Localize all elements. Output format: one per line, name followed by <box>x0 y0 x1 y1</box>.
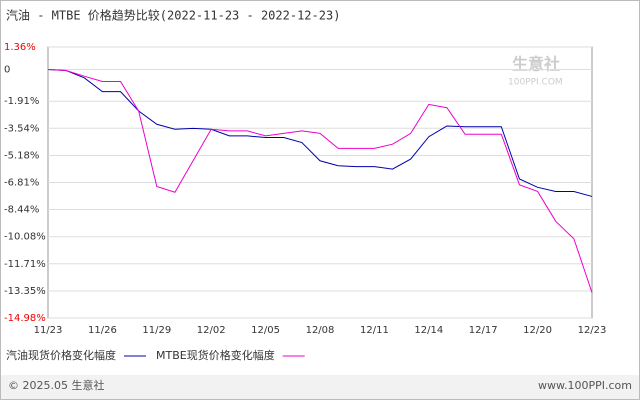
footer-left: © 2025.05 生意社 <box>8 378 104 392</box>
x-tick-label: 12/17 <box>469 325 498 336</box>
y-tick-label: -13.35% <box>4 286 46 297</box>
y-tick-label: -3.54% <box>4 123 39 134</box>
x-tick-label: 12/08 <box>306 325 335 336</box>
x-tick-label: 12/02 <box>197 325 226 336</box>
x-tick-label: 11/23 <box>34 325 63 336</box>
x-tick-label: 12/20 <box>523 325 552 336</box>
y-tick-label: -8.44% <box>4 205 39 216</box>
x-tick-label: 12/11 <box>360 325 389 336</box>
y-tick-label: -14.98% <box>4 313 46 324</box>
x-tick-label: 11/29 <box>142 325 171 336</box>
y-tick-label: -10.08% <box>4 232 46 243</box>
x-tick-label: 12/05 <box>251 325 280 336</box>
legend-label: MTBE现货价格变化幅度 <box>156 348 275 362</box>
watermark: 生意社 <box>512 55 560 74</box>
legend-label: 汽油现货价格变化幅度 <box>6 348 116 362</box>
watermark: 100PPI.COM <box>508 78 563 88</box>
y-tick-label: -11.71% <box>4 259 46 270</box>
x-tick-label: 11/26 <box>88 325 117 336</box>
y-tick-label: 1.36% <box>4 42 36 53</box>
footer-bar <box>1 375 639 399</box>
chart-title: 汽油 - MTBE 价格趋势比较(2022-11-23 - 2022-12-23… <box>6 8 340 23</box>
y-tick-label: -6.81% <box>4 178 39 189</box>
footer-right: www.100PPI.com <box>538 379 632 392</box>
x-tick-label: 12/23 <box>578 325 607 336</box>
y-tick-label: -5.18% <box>4 150 39 161</box>
y-tick-label: 0 <box>4 65 10 76</box>
y-tick-label: -1.91% <box>4 96 39 107</box>
series-line <box>47 69 593 293</box>
x-tick-label: 12/14 <box>414 325 443 336</box>
